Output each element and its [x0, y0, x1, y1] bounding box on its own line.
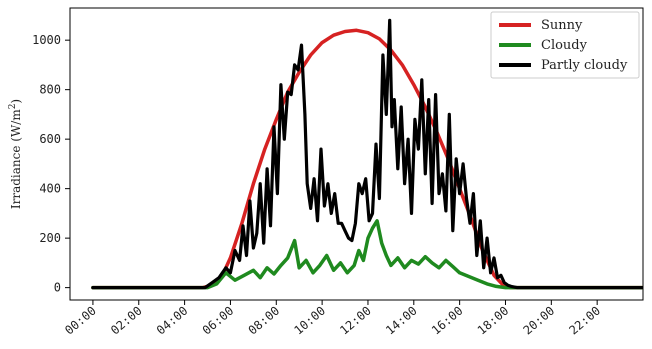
x-tick-label: 08:00: [246, 304, 283, 338]
x-tick-label: 06:00: [200, 304, 237, 338]
series-layer: [91, 18, 643, 290]
x-tick-label: 10:00: [291, 304, 328, 338]
x-tick-label: 02:00: [108, 304, 145, 338]
y-axis-label-end: ): [9, 99, 23, 104]
y-axis-label: Irradiance (W/m2): [8, 99, 23, 209]
plot-area-frame: [69, 7, 644, 301]
y-tick-label: 800: [39, 83, 61, 97]
axis-ticks: 0 200 400 600 800 1000 00:00 02:00 04:00 06:00 08:…: [32, 33, 603, 337]
y-tick-label: 0: [54, 281, 61, 295]
y-tick-label: 600: [39, 132, 61, 146]
series-line-cloudy: [91, 219, 643, 290]
x-tick-label: 20:00: [521, 304, 558, 338]
legend: Sunny Cloudy Partly cloudy: [490, 11, 640, 79]
x-tick-label: 00:00: [62, 304, 99, 338]
x-tick-label: 04:00: [154, 304, 191, 338]
x-tick-label: 22:00: [566, 304, 603, 338]
y-axis-label-superscript: 2: [8, 104, 18, 110]
series-line-partly-cloudy: [91, 18, 643, 290]
x-tick-label: 16:00: [429, 304, 466, 338]
legend-label: Partly cloudy: [541, 58, 628, 73]
y-tick-label: 400: [39, 182, 61, 196]
y-tick-label: 1000: [32, 33, 61, 47]
y-tick-label: 200: [39, 231, 61, 245]
x-tick-label: 12:00: [337, 304, 374, 338]
legend-label: Sunny: [541, 18, 583, 33]
x-tick-label: 14:00: [383, 304, 420, 338]
legend-label: Cloudy: [541, 38, 588, 53]
x-tick-label: 18:00: [475, 304, 512, 338]
y-axis-label-main: Irradiance (W/m: [9, 109, 23, 209]
legend-box: [490, 11, 640, 79]
